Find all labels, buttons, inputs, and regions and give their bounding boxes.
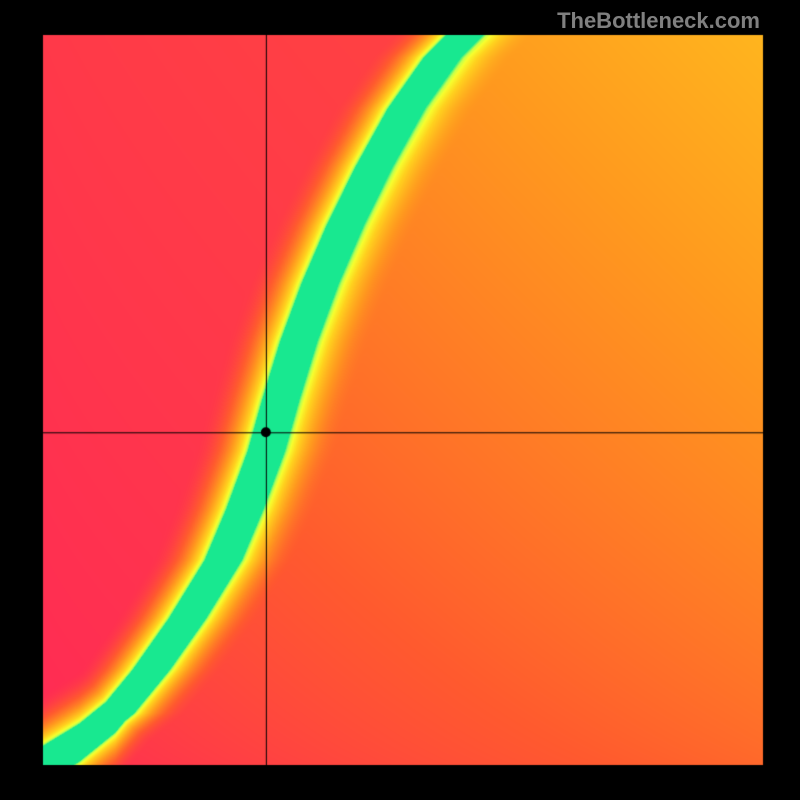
bottleneck-heatmap	[0, 0, 800, 800]
watermark: TheBottleneck.com	[557, 8, 760, 34]
chart-container: TheBottleneck.com	[0, 0, 800, 800]
